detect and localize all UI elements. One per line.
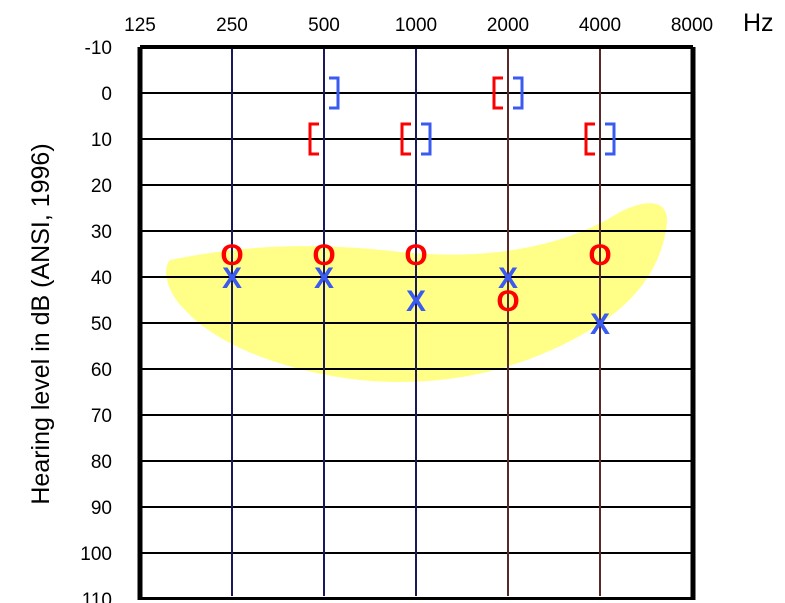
y-tick-labels: -10 0 10 20 30 40 50 60 70 80 90 100 110 — [80, 38, 112, 603]
y-tick-label: 90 — [91, 498, 112, 519]
y-tick-label: -10 — [85, 38, 112, 59]
y-tick-label: 70 — [91, 406, 112, 427]
mark-x: X — [314, 262, 334, 295]
grid — [139, 46, 693, 600]
y-tick-label: 0 — [101, 84, 112, 105]
mark-o: O — [404, 239, 427, 272]
y-tick-label: 80 — [91, 452, 112, 473]
x-unit-label: Hz — [743, 9, 774, 37]
y-tick-label: 110 — [82, 590, 112, 603]
mark-x: X — [406, 285, 426, 318]
plot-frame — [137, 45, 696, 600]
mark-bracket-left — [492, 76, 503, 110]
y-tick-label: 30 — [91, 222, 112, 243]
mark-o: O — [496, 285, 519, 318]
x-tick-label: 4000 — [579, 15, 621, 36]
x-tick-labels: 125 250 500 1000 2000 4000 8000 — [124, 15, 713, 36]
y-tick-label: 100 — [80, 544, 112, 565]
y-tick-label: 10 — [91, 130, 112, 151]
mark-o: O — [220, 239, 243, 272]
mark-bracket-left — [400, 122, 411, 156]
mark-bracket-right — [605, 122, 616, 156]
mark-bracket-left — [308, 122, 319, 156]
x-tick-label: 8000 — [671, 15, 713, 36]
y-tick-label: 50 — [91, 314, 112, 335]
mark-bracket-right — [421, 122, 432, 156]
x-tick-label: 500 — [308, 15, 340, 36]
x-tick-label: 1000 — [395, 15, 437, 36]
x-tick-label: 250 — [216, 15, 248, 36]
x-tick-label: 2000 — [487, 15, 529, 36]
mark-bracket-left — [584, 122, 595, 156]
y-tick-label: 40 — [91, 268, 112, 289]
y-axis-title: Hearing level in dB (ANSI, 1996) — [27, 143, 55, 504]
mark-o: O — [588, 239, 611, 272]
mark-bracket-right — [513, 76, 524, 110]
y-tick-label: 60 — [91, 360, 112, 381]
y-tick-label: 20 — [91, 176, 112, 197]
mark-x: X — [222, 262, 242, 295]
mark-bracket-right — [329, 76, 340, 110]
mark-o: O — [312, 239, 335, 272]
x-tick-label: 125 — [124, 15, 156, 36]
mark-x: X — [590, 308, 610, 341]
mark-x: X — [498, 262, 518, 295]
